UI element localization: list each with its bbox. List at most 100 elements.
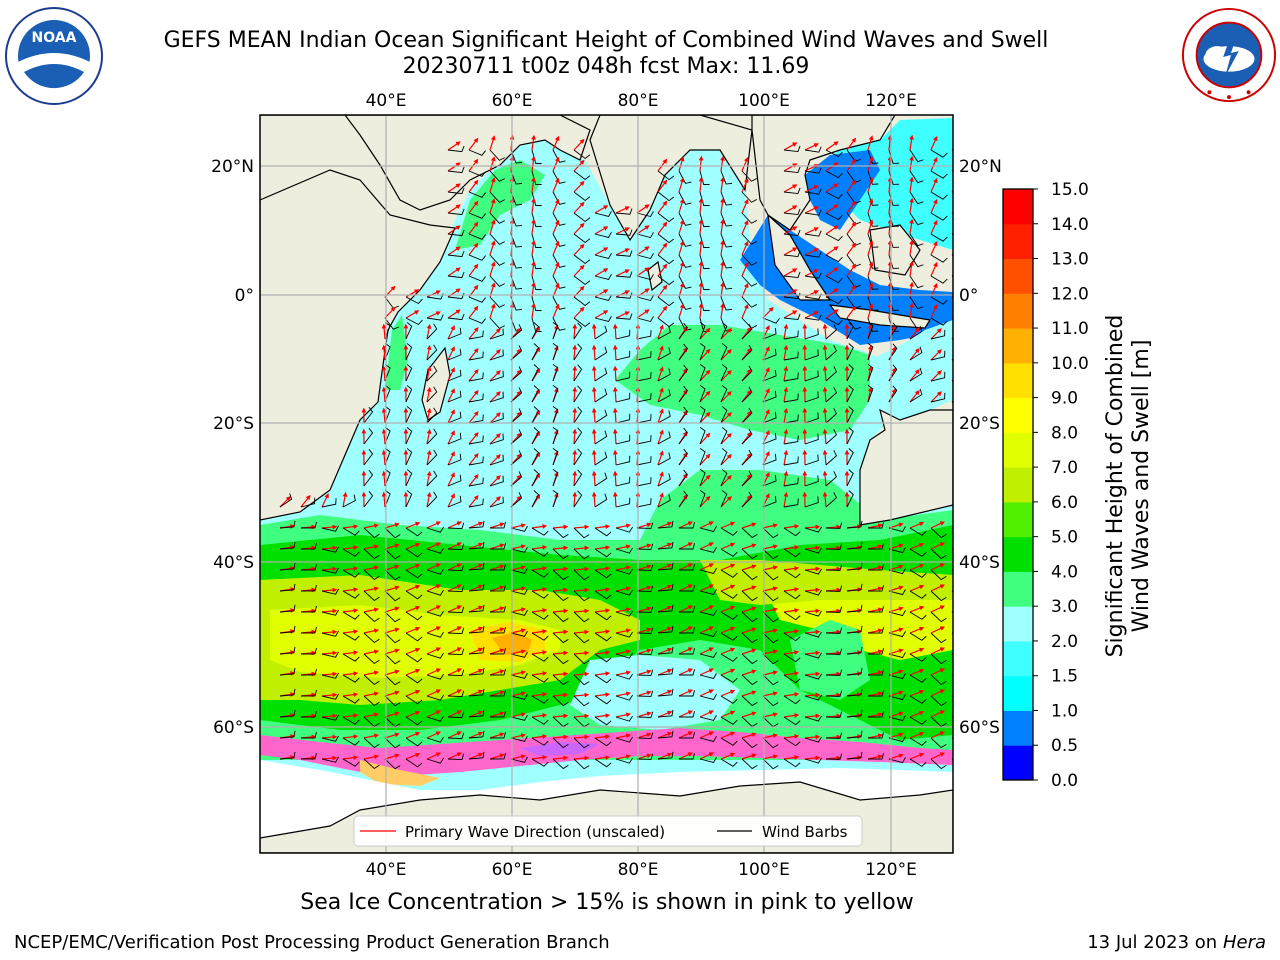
wave-direction-arrow [783, 608, 800, 613]
wave-direction-arrow [699, 390, 711, 403]
wind-barb [720, 212, 733, 227]
wave-direction-arrow [720, 349, 732, 361]
wind-barb [762, 369, 777, 382]
wave-direction-arrow [846, 137, 857, 151]
wind-barb [699, 526, 717, 532]
wind-barb [741, 170, 758, 182]
wind-barb [636, 274, 654, 281]
wind-barb [951, 317, 953, 319]
wind-barb [867, 191, 879, 206]
wind-barb [699, 406, 706, 424]
wind-barb [594, 231, 612, 238]
wind-barb [426, 428, 438, 445]
wind-barb [405, 632, 423, 642]
wave-direction-arrow [909, 327, 920, 340]
wind-barb [867, 606, 885, 613]
xtick-top-100e: 100°E [738, 91, 790, 111]
wave-direction-arrow [657, 429, 664, 445]
wave-direction-arrow [741, 690, 757, 697]
wave-direction-arrow [678, 731, 694, 739]
wind-barb [762, 548, 779, 560]
wave-direction-arrow [657, 263, 668, 277]
wave-direction-arrow [384, 585, 400, 592]
colorbar-swatch [1003, 223, 1033, 260]
wind-barb [489, 433, 504, 445]
wave-direction-arrow [615, 290, 630, 298]
wind-barb [762, 453, 777, 466]
wave-direction-arrow [489, 564, 505, 571]
wind-barb [384, 427, 391, 445]
wave-direction-arrow [783, 671, 800, 676]
wave-direction-arrow [489, 156, 496, 172]
wave-direction-arrow [783, 650, 800, 655]
nws-logo [1181, 7, 1277, 103]
wave-direction-arrow [531, 566, 548, 571]
wind-barb [636, 295, 654, 302]
wind-barb [636, 372, 652, 382]
wave-direction-arrow [951, 526, 953, 529]
wind-barb [741, 758, 758, 770]
wind-barb [531, 632, 549, 641]
wave-direction-arrow [783, 629, 800, 634]
map-frame [259, 114, 954, 854]
wave-direction-arrow [825, 309, 839, 319]
wind-barb [552, 490, 559, 508]
wind-barb [510, 345, 523, 361]
wave-direction-arrow [698, 239, 704, 256]
wave-direction-arrow [615, 565, 632, 571]
wind-barb [909, 695, 927, 704]
wave-direction-arrow [804, 269, 819, 277]
wave-direction-arrow [468, 368, 479, 382]
wave-direction-arrow [612, 365, 618, 382]
wind-barb [888, 149, 900, 164]
wave-direction-arrow [552, 629, 569, 635]
wind-barb [321, 630, 339, 637]
wave-direction-arrow [363, 733, 380, 739]
wave-direction-arrow [741, 669, 757, 676]
wind-barb [531, 406, 539, 424]
wind-barb [552, 343, 559, 361]
wind-barb [720, 343, 728, 361]
wave-direction-arrow [720, 454, 732, 466]
wave-direction-arrow [846, 221, 857, 235]
wind-barb [489, 669, 506, 676]
gulf-of-thailand-blue [805, 150, 880, 230]
wind-barb [615, 547, 633, 554]
wind-barb [909, 388, 923, 403]
wind-barb [594, 346, 608, 361]
colorbar-swatch [1003, 501, 1033, 538]
wave-direction-arrow [909, 260, 914, 277]
wind-barb [468, 351, 484, 361]
wind-barb [867, 648, 885, 655]
wind-barb [384, 674, 401, 686]
wave-direction-arrow [300, 494, 311, 508]
wave-direction-arrow [612, 470, 618, 487]
wind-barb [321, 756, 339, 763]
wind-barb [951, 737, 953, 740]
colorbar-tick-label: 4.0 [1051, 562, 1078, 582]
wave-direction-arrow [678, 219, 685, 235]
wave-direction-arrow [804, 608, 821, 614]
wind-barb [489, 475, 504, 487]
colorbar-swatch [1003, 745, 1033, 781]
wind-barb [468, 646, 485, 655]
wind-barb [363, 590, 380, 602]
wave-direction-arrow [384, 543, 400, 550]
wave-direction-arrow [909, 563, 925, 571]
wind-barb [300, 752, 317, 760]
wind-barb [720, 716, 738, 725]
wind-barb [846, 667, 863, 676]
wind-barb [825, 732, 843, 739]
wind-barb [888, 212, 900, 227]
wave-direction-arrow [591, 365, 597, 382]
wind-barb [447, 669, 465, 676]
wind-barb [741, 428, 753, 445]
colorbar: 0.00.51.01.52.03.04.05.06.07.08.09.010.0… [1002, 180, 1089, 791]
wind-barb [720, 674, 738, 683]
wind-barb [279, 688, 296, 697]
wind-barb [657, 431, 671, 445]
wind-barb [573, 695, 590, 707]
wave-direction-arrow [426, 290, 441, 298]
wave-direction-arrow [468, 347, 479, 361]
wind-barb [489, 522, 506, 529]
